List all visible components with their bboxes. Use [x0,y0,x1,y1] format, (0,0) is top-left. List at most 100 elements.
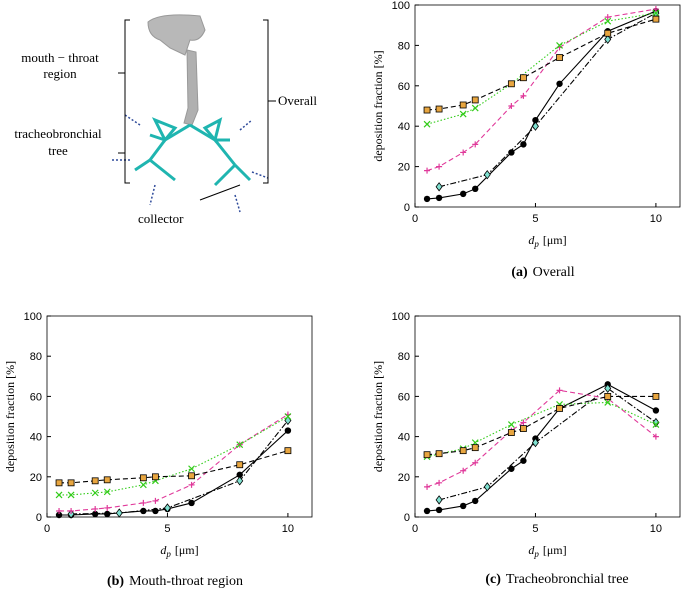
marker [103,476,111,484]
x-axis-label: dp [μm] [160,543,198,559]
x-axis-label-symbol: d [160,543,167,557]
marker [460,149,467,156]
marker [604,29,612,37]
y-tick-label: 60 [398,391,410,403]
x-axis-label-sub: p [165,549,171,559]
marker [152,473,159,481]
marker [284,447,292,455]
marker [424,483,431,490]
x-axis-label-symbol: d [528,543,535,557]
marker [556,80,563,87]
marker [459,190,467,198]
marker [531,121,539,131]
marker [508,103,515,109]
series-line [426,383,657,512]
marker [91,489,99,497]
marker [436,163,443,170]
label-overall: Overall [278,93,317,108]
y-axis-label: deposition fraction [%] [3,361,17,472]
x-axis-label-sub: p [533,549,539,559]
marker [652,392,660,400]
marker [472,459,479,466]
x-tick-label: 5 [164,523,170,535]
marker [507,80,515,88]
y-tick-label: 0 [36,512,42,524]
marker [423,195,431,203]
y-tick-label: 0 [404,512,410,524]
marker [459,101,467,109]
y-tick-label: 80 [30,351,42,363]
caption: (b) Mouth-throat region [107,574,243,589]
series-line [426,8,656,172]
marker [163,503,171,513]
marker [520,92,527,99]
series-line [426,18,657,111]
marker [652,433,659,440]
marker [459,447,467,455]
marker [604,399,612,406]
marker [188,499,195,507]
y-tick-label: 20 [30,472,42,484]
x-tick-label: 5 [532,213,538,225]
label-collector: collector [138,211,184,226]
x-tick-label: 10 [282,523,294,535]
marker [520,425,527,432]
marker [104,504,111,511]
label-tracheobronchial: tree [48,143,68,158]
x-axis-label: dp [μm] [528,543,566,559]
marker [507,429,515,436]
marker [471,444,479,452]
marker [508,465,515,472]
y-tick-label: 100 [392,311,410,323]
marker [472,185,479,193]
marker [604,383,612,394]
marker [423,451,431,459]
marker [104,510,111,518]
marker [103,488,111,496]
marker [435,182,443,192]
y-tick-label: 100 [24,311,42,323]
marker [652,9,660,17]
marker [556,405,563,412]
y-axis-label: deposition fraction [%] [371,361,385,472]
marker [520,419,527,426]
marker [531,437,539,448]
x-axis-label-unit: [μm] [543,543,567,557]
marker [423,106,431,114]
caption-text: Tracheobronchial tree [506,572,629,587]
marker [508,149,515,156]
marker [483,482,491,492]
marker [604,34,612,45]
plot-frame [414,315,681,518]
marker [472,141,479,148]
marker [652,421,660,428]
marker [92,505,99,512]
marker [423,120,431,128]
y-tick-label: 60 [398,81,410,93]
series-line [438,12,657,188]
x-tick-label: 10 [650,213,662,225]
marker [652,417,660,428]
marker [532,116,539,124]
marker [284,427,292,434]
marker [460,467,467,474]
marker [236,441,244,449]
marker [652,407,660,414]
marker [556,54,563,61]
marker [55,511,63,519]
marker [423,507,431,515]
collector-arrows [112,114,269,213]
y-tick-label: 40 [398,121,410,133]
series-line [59,430,289,516]
illustration: mouth − throat region tracheobronchial t… [14,14,317,226]
y-tick-label: 80 [398,40,410,52]
trachea-model [183,49,199,126]
label-tracheobronchial: tracheobronchial [14,126,102,141]
marker [284,413,292,420]
marker [236,471,243,478]
y-tick-label: 0 [404,202,410,214]
marker [67,509,75,519]
caption-text: Overall [533,265,575,280]
marker [236,461,244,469]
x-tick-label: 0 [412,213,418,225]
